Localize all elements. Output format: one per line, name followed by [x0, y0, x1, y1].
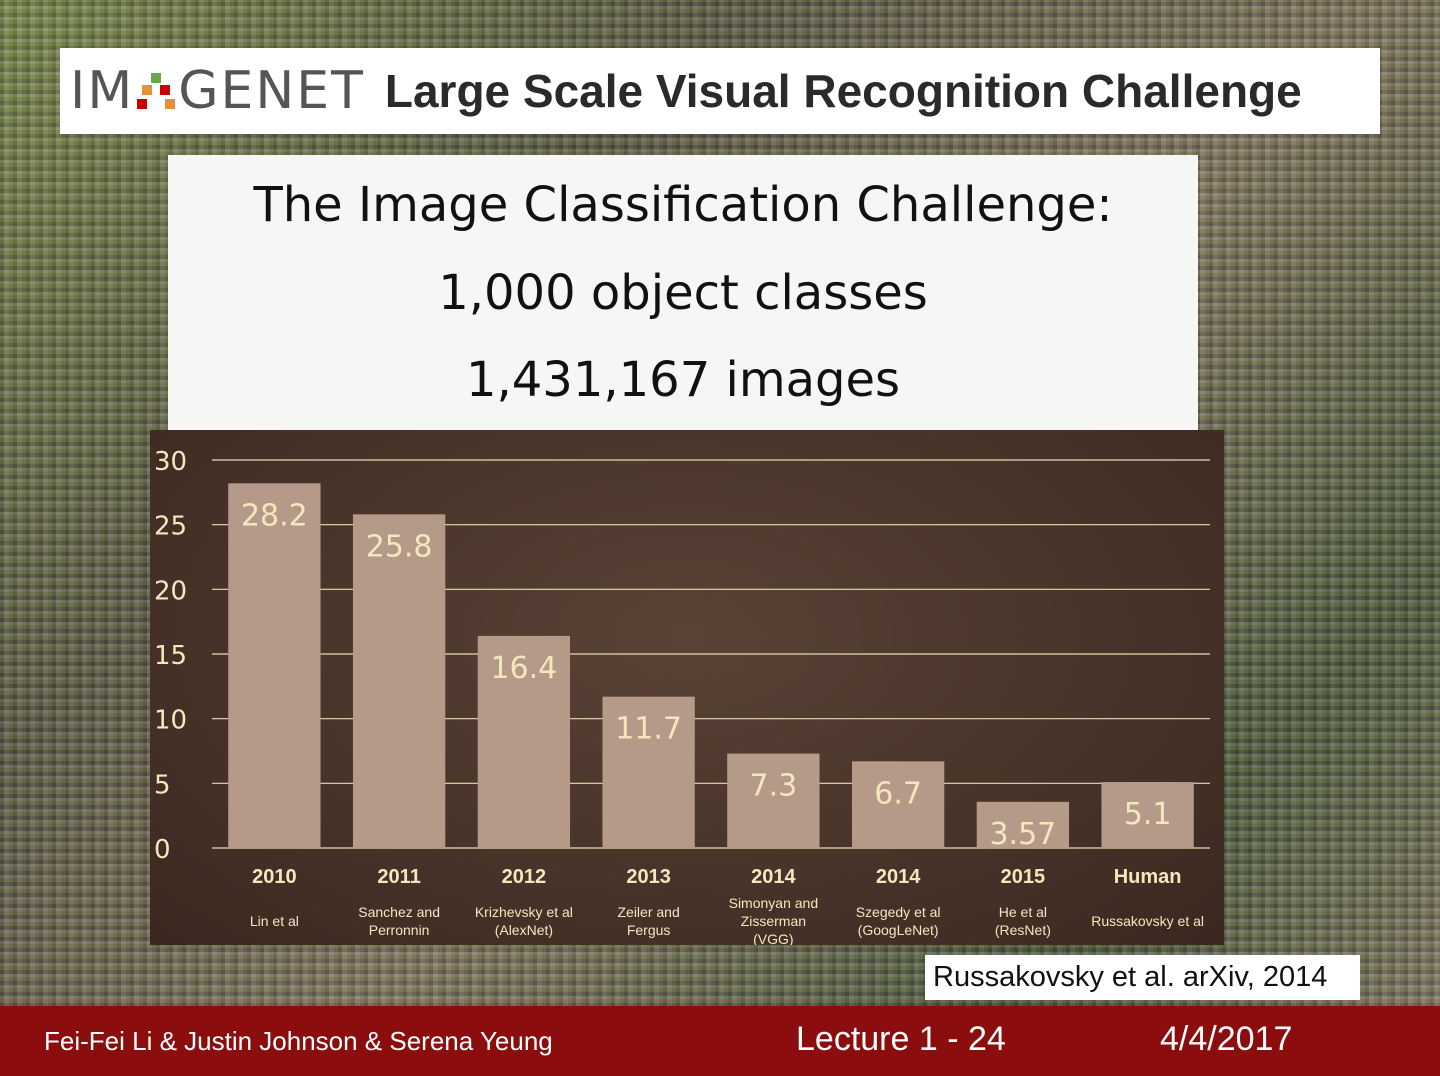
x-subcategory-label: Fergus [627, 922, 671, 938]
y-tick-label: 20 [154, 576, 187, 606]
y-tick-label: 15 [154, 641, 187, 671]
bar-value-label: 6.7 [874, 776, 922, 811]
bar [602, 696, 695, 848]
bar [477, 635, 571, 848]
x-category-label: 2014 [751, 866, 796, 888]
y-tick-label: 25 [154, 512, 187, 542]
bar-value-label: 5.1 [1124, 797, 1172, 832]
x-subcategory-label: (GoogLeNet) [858, 922, 939, 938]
x-subcategory-label: (VGG) [753, 931, 793, 945]
chart-svg: 0 5 10 15 20 25 30 28.2 2010 Lin et al 25.8 2011 San… [154, 447, 1210, 945]
bar [228, 483, 321, 848]
x-subcategory-label: Zisserman [741, 913, 806, 929]
citation: Russakovsky et al. arXiv, 2014 [925, 955, 1360, 1000]
x-category-label: 2012 [502, 866, 547, 888]
x-category-label: 2011 [377, 866, 420, 888]
x-subcategory-label: (ResNet) [995, 922, 1051, 938]
x-category-label: 2015 [1001, 866, 1046, 888]
bar-value-label: 11.7 [615, 712, 682, 747]
bar-value-label: 28.2 [241, 498, 308, 533]
bar [727, 753, 820, 848]
x-subcategory-label: Zeiler and [617, 904, 679, 920]
bar-value-label: 16.4 [490, 651, 557, 686]
x-subcategory-label: (AlexNet) [495, 922, 553, 938]
bar [976, 801, 1070, 848]
x-category-label: 2013 [626, 866, 671, 888]
logo-text-left: IM [70, 61, 135, 121]
x-category-label: 2014 [876, 866, 921, 888]
x-subcategory-label: Lin et al [250, 913, 299, 929]
y-tick-label: 10 [154, 706, 187, 736]
bar [1101, 782, 1194, 848]
x-category-label: 2010 [252, 866, 297, 888]
intro-line-classes: 1,000 object classes [438, 265, 928, 321]
imagenet-logo: IM GENET [70, 61, 365, 121]
logo-text-right: GENET [178, 61, 365, 121]
intro-line-challenge: The Image Classification Challenge: [253, 177, 1113, 233]
y-tick-label: 0 [154, 835, 171, 865]
x-category-label: Human [1114, 866, 1182, 888]
x-subcategory-label: He et al [999, 904, 1047, 920]
footer-lecture: Lecture 1 - 24 [796, 1020, 1006, 1058]
intro-line-images: 1,431,167 images [465, 352, 901, 408]
footer-date: 4/4/2017 [1160, 1020, 1293, 1058]
imagenet-logo-icon [137, 73, 176, 109]
bar [851, 761, 945, 848]
x-subcategory-label: Szegedy et al [856, 904, 941, 920]
title-banner: IM GENET Large Scale Visual Recognition … [60, 48, 1380, 134]
bar [352, 514, 446, 848]
intro-textbox: The Image Classification Challenge: 1,00… [168, 155, 1198, 430]
y-tick-label: 5 [154, 770, 171, 800]
footer: Fei-Fei Li & Justin Johnson & Serena Yeu… [0, 1006, 1440, 1076]
bar-value-label: 25.8 [366, 529, 433, 564]
bar-value-label: 7.3 [750, 769, 798, 804]
y-tick-label: 30 [154, 447, 187, 477]
x-subcategory-label: Perronnin [369, 922, 430, 938]
error-rate-chart: 0 5 10 15 20 25 30 28.2 2010 Lin et al 25.8 2011 San… [150, 430, 1224, 945]
bar-value-label: 3.57 [989, 817, 1056, 852]
x-subcategory-label: Sanchez and [358, 904, 440, 920]
footer-authors: Fei-Fei Li & Justin Johnson & Serena Yeu… [44, 1026, 553, 1056]
banner-title: Large Scale Visual Recognition Challenge [384, 65, 1302, 117]
x-subcategory-label: Krizhevsky et al [475, 904, 573, 920]
x-subcategory-label: Russakovsky et al [1091, 913, 1204, 929]
x-subcategory-label: Simonyan and [729, 895, 819, 911]
